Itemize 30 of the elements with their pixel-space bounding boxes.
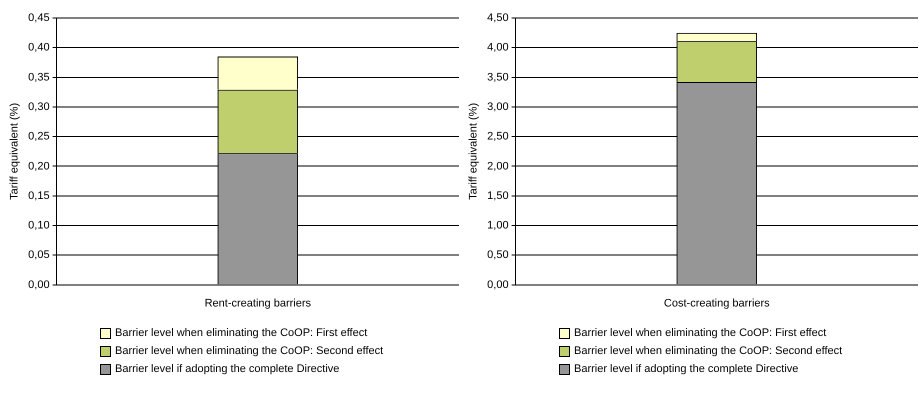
y-tick-label: 0,10 [28, 220, 50, 232]
y-tick-label: 0,05 [28, 249, 50, 262]
y-tick-label: 0,00 [487, 278, 509, 291]
legend-label: Barrier level when eliminating the CoOP: First effect [115, 327, 368, 339]
y-tick-label: 0,45 [28, 12, 50, 24]
y-tick-label: 0,35 [28, 71, 50, 84]
legend-label: Barrier level if adopting the complete Directive [115, 363, 340, 375]
y-tick-label: 0,15 [28, 190, 50, 202]
y-tick-label: 0,00 [28, 278, 50, 291]
y-tick-label: 0,20 [28, 160, 50, 172]
y-tick-label: 1,50 [487, 190, 509, 202]
x-tick-label: Cost-creating barriers [664, 297, 770, 310]
y-axis-title: Tariff equivalent (%) [8, 102, 21, 200]
y-tick-label: 0,50 [487, 249, 509, 262]
legend-label: Barrier level when eliminating the CoOP: Second effect [574, 345, 842, 357]
y-tick-label: 3,00 [487, 100, 509, 113]
y-tick-label: 3,50 [487, 71, 509, 84]
y-axis-title: Tariff equivalent (%) [468, 102, 480, 200]
y-tick-label: 2,00 [487, 160, 509, 172]
y-tick-label: 4,00 [487, 42, 509, 54]
legend-label: Barrier level when eliminating the CoOP: First effect [574, 327, 826, 339]
y-tick-label: 0,30 [28, 100, 50, 113]
legend-label: Barrier level when eliminating the CoOP: Second effect [115, 345, 384, 357]
y-tick-label: 1,00 [487, 220, 509, 232]
x-tick-label: Rent-creating barriers [204, 297, 312, 310]
y-tick-label: 2,50 [487, 130, 509, 143]
y-tick-label: 0,40 [28, 42, 50, 54]
y-tick-label: 4,50 [487, 12, 509, 24]
y-tick-label: 0,25 [28, 130, 50, 143]
legend-label: Barrier level if adopting the complete Directive [574, 363, 798, 375]
